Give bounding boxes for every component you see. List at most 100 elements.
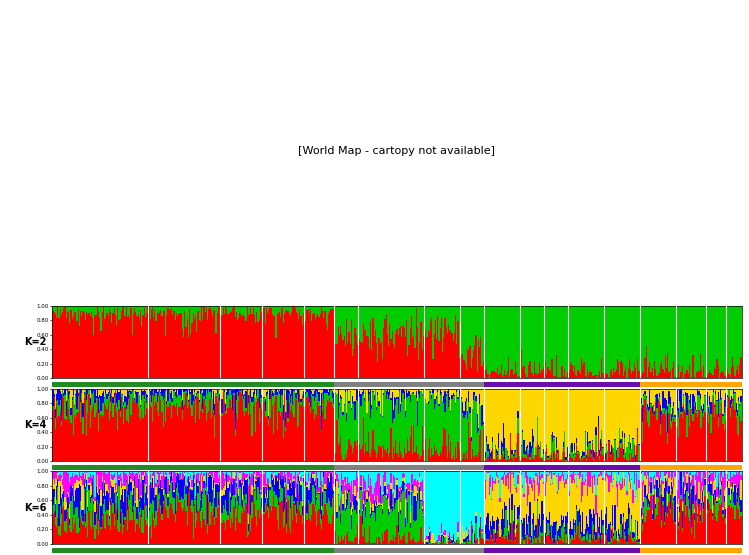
Bar	[133, 388, 134, 389]
Bar	[61, 476, 62, 478]
Bar	[104, 397, 105, 398]
Bar	[171, 388, 172, 391]
Bar	[655, 402, 656, 461]
Bar	[498, 433, 500, 448]
Bar	[740, 512, 742, 516]
Bar	[674, 306, 676, 377]
Bar	[504, 306, 506, 370]
Bar	[587, 449, 588, 461]
Bar	[216, 485, 218, 492]
Bar	[112, 475, 114, 480]
Bar	[660, 485, 661, 486]
Bar	[456, 390, 458, 392]
Bar	[147, 475, 148, 493]
Bar	[526, 472, 527, 483]
Bar	[133, 389, 134, 390]
Bar	[726, 517, 727, 521]
Bar	[641, 405, 642, 407]
Bar	[476, 457, 478, 461]
Bar	[581, 458, 582, 461]
Bar	[74, 405, 75, 406]
Bar	[140, 497, 141, 508]
Bar	[640, 430, 641, 461]
Bar	[69, 471, 70, 482]
Bar	[556, 437, 557, 448]
Bar	[407, 523, 408, 543]
Bar	[490, 306, 491, 374]
Bar	[129, 306, 130, 318]
Bar	[592, 476, 593, 493]
Bar	[492, 442, 494, 448]
Bar	[308, 471, 309, 473]
Bar	[79, 471, 80, 481]
Bar	[172, 406, 174, 461]
Bar	[225, 414, 226, 461]
Bar	[219, 475, 220, 482]
Bar	[612, 447, 613, 449]
Bar	[470, 524, 472, 544]
Bar	[114, 526, 115, 544]
Bar	[376, 505, 377, 537]
Bar	[357, 401, 358, 440]
Bar	[474, 388, 476, 392]
Bar	[112, 313, 114, 379]
Bar	[554, 455, 556, 459]
Bar	[713, 505, 714, 514]
Bar	[679, 388, 680, 390]
Bar	[181, 471, 182, 478]
Bar	[424, 358, 425, 379]
Bar	[644, 306, 646, 357]
Bar	[727, 395, 728, 397]
Bar	[704, 479, 706, 485]
Bar	[580, 388, 581, 458]
Bar	[156, 471, 157, 483]
Bar	[604, 486, 605, 508]
Bar	[558, 306, 560, 378]
Bar	[593, 388, 594, 450]
Bar	[656, 395, 658, 408]
Bar	[79, 485, 80, 528]
Bar	[737, 306, 738, 366]
Bar	[536, 388, 538, 417]
Bar	[286, 485, 288, 500]
Bar	[710, 433, 712, 461]
Bar	[212, 490, 213, 503]
Bar	[124, 316, 126, 379]
Bar	[725, 509, 726, 518]
Bar	[581, 306, 582, 358]
Bar	[578, 509, 580, 522]
Bar	[586, 475, 587, 476]
Bar	[618, 472, 619, 475]
Bar	[508, 306, 509, 357]
Bar	[172, 388, 174, 398]
Bar	[461, 537, 462, 542]
Bar	[605, 388, 606, 453]
Bar	[656, 480, 658, 497]
Bar	[120, 481, 121, 500]
Bar	[90, 316, 91, 379]
Bar	[702, 408, 703, 415]
Bar	[328, 524, 330, 544]
Bar	[674, 472, 676, 477]
Bar	[151, 310, 152, 379]
Bar	[631, 450, 632, 453]
Bar	[61, 478, 62, 498]
Bar	[198, 509, 200, 544]
Bar	[653, 489, 654, 495]
Bar	[682, 407, 683, 412]
Bar	[288, 394, 290, 403]
Bar	[182, 306, 183, 329]
Bar	[455, 315, 456, 379]
Bar	[186, 327, 187, 379]
Bar	[374, 306, 376, 330]
Bar	[726, 367, 727, 379]
Bar	[443, 388, 444, 396]
Text: [World Map - cartopy not available]: [World Map - cartopy not available]	[298, 145, 496, 155]
Bar	[569, 471, 570, 491]
Bar	[147, 408, 148, 461]
Bar	[80, 501, 81, 517]
Bar	[560, 515, 562, 527]
Bar	[85, 320, 86, 379]
Bar	[115, 389, 116, 391]
Bar	[327, 477, 328, 503]
